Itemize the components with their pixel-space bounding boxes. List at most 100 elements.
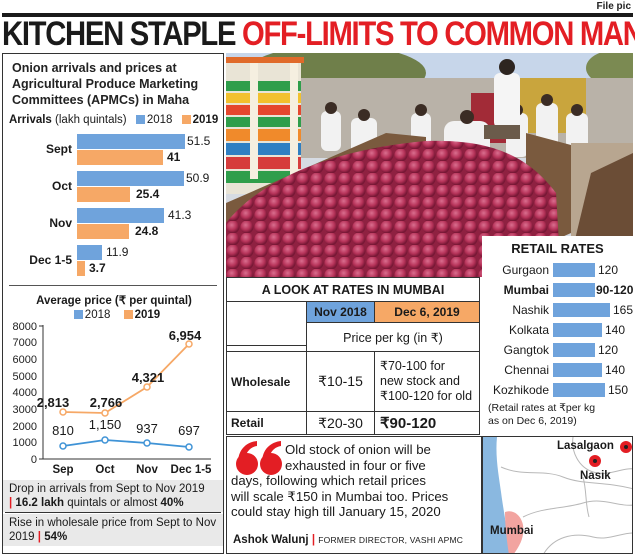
retail-2018: ₹20-30 bbox=[307, 412, 375, 434]
value-2018: 51.5 bbox=[187, 134, 211, 148]
quote-mark-icon bbox=[236, 441, 282, 475]
arrivals-unit: (lakh quintals) bbox=[55, 114, 127, 126]
bar-2018 bbox=[77, 171, 184, 186]
bar-2018 bbox=[77, 245, 102, 260]
svg-text:4,321: 4,321 bbox=[132, 370, 165, 385]
category-label: Nov bbox=[49, 216, 72, 230]
retail-row-kolkata: Kolkata 140 bbox=[508, 323, 626, 337]
avg-price-line-chart: 8000 7000 6000 5000 4000 3000 2000 1000 … bbox=[13, 321, 213, 476]
x-axis-ticks: Sep Oct Nov Dec 1-5 bbox=[52, 464, 212, 476]
row-label-wholesale: Wholesale bbox=[227, 352, 307, 412]
value-2018: 41.3 bbox=[168, 208, 192, 222]
line-2019 bbox=[62, 343, 190, 414]
legend-2019: 2019 bbox=[134, 309, 161, 321]
retail-row-gurgaon: Gurgaon 120 bbox=[502, 263, 619, 277]
bar-group-dec: Dec 1-5 11.9 3.7 bbox=[3, 245, 225, 279]
map-label-mumbai: Mumbai bbox=[490, 525, 534, 537]
labels-2019: 2,813 2,766 4,321 6,954 bbox=[37, 328, 202, 410]
bar-2019 bbox=[77, 261, 85, 276]
value-2018: 50.9 bbox=[186, 171, 210, 185]
ytick: 5000 bbox=[13, 371, 37, 383]
author-name: Ashok Walunj bbox=[233, 534, 309, 546]
retail-bar bbox=[553, 263, 595, 277]
bar-group-nov: Nov 41.3 24.8 bbox=[3, 208, 225, 242]
headline-part1: KITCHEN STAPLE bbox=[2, 15, 236, 53]
retail-row-nashik: Nashik 165 bbox=[512, 303, 634, 317]
bar-2018 bbox=[77, 208, 164, 223]
retail-bar bbox=[553, 283, 595, 297]
quote-attribution: Ashok Walunj | FORMER DIRECTOR, VASHI AP… bbox=[233, 534, 464, 546]
value-2019: 3.7 bbox=[89, 261, 106, 275]
line-2018 bbox=[62, 439, 190, 448]
quote-text: Old stock of onion will be exhausted in … bbox=[231, 442, 449, 519]
avg-price-legend: 2018 2019 bbox=[3, 309, 225, 321]
row-label-retail: Retail bbox=[227, 412, 307, 434]
empty-header-cell bbox=[227, 302, 307, 346]
ytick: 2000 bbox=[13, 421, 37, 433]
retail-bar bbox=[553, 383, 605, 397]
retail-bar bbox=[553, 343, 595, 357]
divider bbox=[9, 285, 217, 286]
headline-part2: OFF-LIMITS TO COMMON MAN bbox=[242, 15, 635, 53]
quote-box: Old stock of onion will be exhausted in … bbox=[226, 436, 482, 554]
bar-2019 bbox=[77, 187, 130, 202]
retail-bar bbox=[553, 363, 602, 377]
retail-2019: ₹90-120 bbox=[380, 415, 437, 432]
header-dec-2019: Dec 6, 2019 bbox=[375, 302, 479, 323]
bar-2019 bbox=[77, 150, 163, 165]
ytick: 4000 bbox=[13, 387, 37, 399]
legend-swatch-2019 bbox=[181, 115, 191, 124]
file-pic-label: File pic bbox=[596, 1, 631, 12]
category-label: Sept bbox=[45, 142, 72, 156]
retail-row-kozhikode: Kozhikode 150 bbox=[492, 383, 629, 397]
retail-rates-panel: RETAIL RATES Gurgaon 120 Mumbai 90-120 N… bbox=[482, 236, 633, 435]
locator-map: Lasalgaon Nasik Mumbai bbox=[482, 436, 633, 554]
value-2019: 24.8 bbox=[135, 224, 159, 238]
labels-2018: 810 1,150 937 697 bbox=[52, 417, 200, 438]
points-2018 bbox=[59, 436, 193, 451]
bar-group-sept: Sept 51.5 41 bbox=[3, 134, 225, 168]
y-axis-ticks: 8000 7000 6000 5000 4000 3000 2000 1000 … bbox=[13, 321, 37, 466]
svg-text:6,954: 6,954 bbox=[169, 328, 202, 343]
svg-text:810: 810 bbox=[52, 423, 74, 438]
arrivals-label: Arrivals bbox=[9, 114, 52, 126]
retail-row-gangtok: Gangtok 120 bbox=[503, 343, 619, 357]
category-label: Oct bbox=[51, 179, 72, 193]
svg-text:2,813: 2,813 bbox=[37, 395, 70, 410]
category-label: Dec 1-5 bbox=[29, 253, 72, 267]
legend-swatch-2018 bbox=[135, 115, 145, 124]
retail-bar bbox=[553, 323, 602, 337]
ytick: 0 bbox=[31, 454, 37, 466]
svg-text:697: 697 bbox=[178, 423, 200, 438]
retail-bar bbox=[553, 303, 610, 317]
value-2018: 11.9 bbox=[106, 245, 129, 259]
svg-text:937: 937 bbox=[136, 421, 158, 436]
price-subheader: Price per kg (in ₹) bbox=[307, 323, 479, 352]
legend-2018: 2018 bbox=[146, 114, 173, 126]
legend-2018: 2018 bbox=[84, 309, 111, 321]
map-illustration bbox=[483, 437, 632, 553]
retail-row-mumbai: Mumbai 90-120 bbox=[503, 283, 634, 297]
left-panel: Onion arrivals and prices at Agricultura… bbox=[2, 53, 224, 554]
legend-swatch-2018 bbox=[73, 310, 83, 319]
ytick: 8000 bbox=[13, 321, 37, 333]
ytick: 1000 bbox=[13, 437, 37, 449]
ytick: 7000 bbox=[13, 337, 37, 349]
ytick: 3000 bbox=[13, 404, 37, 416]
ytick: 6000 bbox=[13, 354, 37, 366]
bar-group-oct: Oct 50.9 25.4 bbox=[3, 171, 225, 205]
svg-text:Dec 1-5: Dec 1-5 bbox=[171, 464, 213, 476]
top-rule bbox=[2, 13, 633, 17]
wholesale-2019: ₹70-100 for new stock and ₹100-120 for o… bbox=[375, 352, 479, 412]
wholesale-2018: ₹10-15 bbox=[307, 352, 375, 412]
header-nov-2018: Nov 2018 bbox=[307, 302, 375, 323]
value-2019: 41 bbox=[167, 150, 181, 164]
arrivals-legend: Arrivals (lakh quintals) 2018 2019 bbox=[9, 114, 218, 126]
value-2019: 25.4 bbox=[136, 187, 160, 201]
svg-text:Nov: Nov bbox=[136, 464, 158, 476]
svg-text:2,766: 2,766 bbox=[90, 395, 123, 410]
bar-2019 bbox=[77, 224, 129, 239]
author-role: FORMER DIRECTOR, VASHI APMC bbox=[318, 535, 464, 545]
headline: KITCHEN STAPLE OFF-LIMITS TO COMMON MAN bbox=[2, 15, 635, 53]
note-price-rise: Rise in wholesale price from Sept to Nov… bbox=[3, 514, 223, 546]
